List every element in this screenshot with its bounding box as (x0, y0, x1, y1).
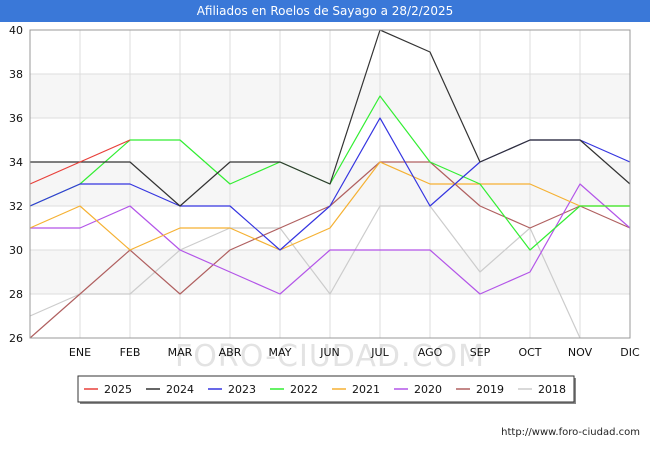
legend-label-2020: 2020 (414, 383, 442, 396)
legend-label-2022: 2022 (290, 383, 318, 396)
y-tick-label: 34 (9, 156, 23, 169)
x-tick-label: AGO (418, 346, 443, 359)
series-line-2021 (29, 161, 630, 251)
y-tick-label: 40 (9, 24, 23, 37)
x-tick-label: FEB (120, 346, 141, 359)
x-tick-label: ABR (219, 346, 242, 359)
x-tick-label: JUN (319, 346, 340, 359)
series-lines (29, 29, 631, 339)
legend-label-2025: 2025 (104, 383, 132, 396)
y-tick-label: 28 (9, 288, 23, 301)
watermark-text: FORO-CIUDAD.COM (175, 339, 485, 374)
x-tick-label: NOV (568, 346, 593, 359)
x-tick-label: DIC (620, 346, 640, 359)
plot-border (29, 29, 631, 339)
x-tick-label: MAR (168, 346, 193, 359)
legend-label-2018: 2018 (538, 383, 566, 396)
y-tick-label: 30 (9, 244, 23, 257)
legend-label-2021: 2021 (352, 383, 380, 396)
series-line-2024 (30, 29, 631, 207)
x-tick-label: MAY (269, 346, 292, 359)
series-line-2020 (30, 183, 631, 295)
watermark: FORO-CIUDAD.COM (175, 339, 485, 374)
x-tick-label: SEP (470, 346, 491, 359)
legend: 2025 2024 2023 2022 2021 2020 2019 2018 (77, 375, 576, 404)
y-tick-label: 38 (9, 68, 23, 81)
y-tick-label: 36 (9, 112, 23, 125)
footer-url[interactable]: http://www.foro-ciudad.com (501, 427, 640, 438)
axes: 26 28 30 32 34 36 38 40 ENE FEB MAR ABR MAY JUN JUL AGO… (9, 24, 640, 359)
y-tick-label: 26 (9, 332, 23, 345)
x-tick-label: JUL (370, 346, 389, 359)
legend-label-2024: 2024 (166, 383, 194, 396)
legend-label-2019: 2019 (476, 383, 504, 396)
series-line-2018 (29, 205, 581, 339)
series-line-2025 (29, 139, 131, 185)
line-chart: FORO-CIUDAD.COM 26 28 30 32 34 36 38 40 ENE FEB MA… (9, 24, 640, 404)
legend-box (77, 375, 575, 403)
x-tick-label: ENE (69, 346, 91, 359)
legend-label-2023: 2023 (228, 383, 256, 396)
chart-title: Afiliados en Roelos de Sayago a 28/2/202… (0, 0, 650, 22)
x-tick-label: OCT (518, 346, 541, 359)
y-tick-label: 32 (9, 200, 23, 213)
